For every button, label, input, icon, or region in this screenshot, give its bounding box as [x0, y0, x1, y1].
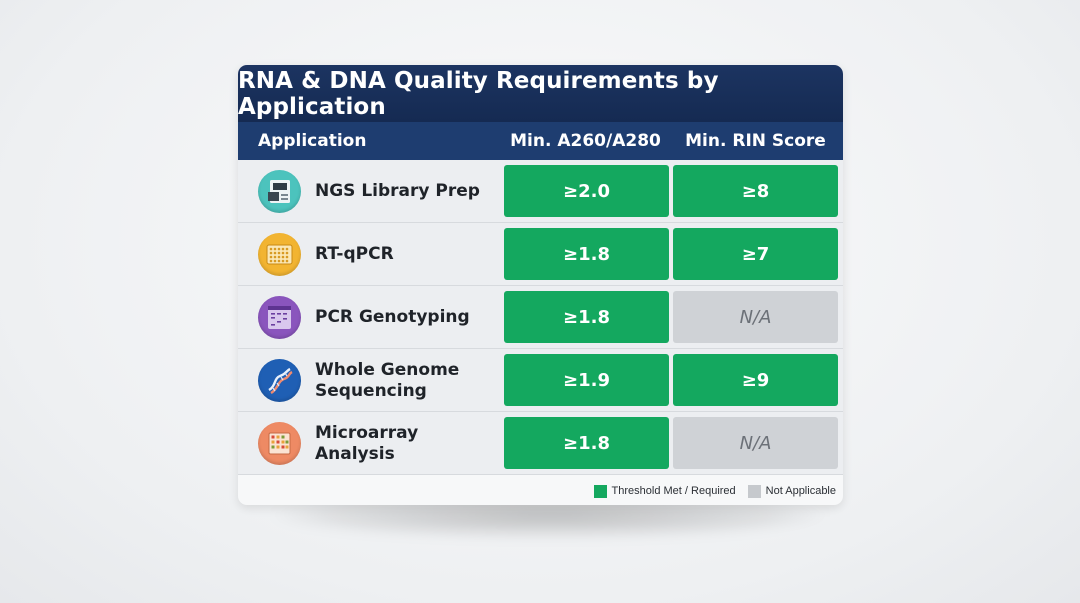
rin-value-cell: ≥8 [673, 165, 838, 217]
legend-label-met: Threshold Met / Required [611, 485, 736, 497]
dna-icon [258, 359, 301, 402]
rin-value-cell: ≥9 [673, 354, 838, 406]
gel-icon [258, 296, 301, 339]
legend-label-na: Not Applicable [765, 485, 836, 497]
a260-value-cell: ≥1.8 [504, 417, 669, 469]
table-row: RT-qPCR ≥1.8 ≥7 [238, 223, 843, 286]
table-row: NGS Library Prep ≥2.0 ≥8 [238, 160, 843, 223]
legend-swatch-na [747, 484, 761, 498]
a260-value-cell: ≥1.8 [504, 291, 669, 343]
requirements-card: RNA & DNA Quality Requirements by Applic… [238, 65, 843, 505]
well-plate-icon [258, 233, 301, 276]
sequencer-icon [258, 170, 301, 213]
title-bar: RNA & DNA Quality Requirements by Applic… [238, 65, 843, 122]
a260-value-cell: ≥2.0 [504, 165, 669, 217]
table-row: Whole Genome Sequencing ≥1.9 ≥9 [238, 349, 843, 412]
row-application-name: NGS Library Prep [315, 181, 480, 201]
microarray-icon [258, 422, 301, 465]
legend: Threshold Met / Required Not Applicable [593, 483, 836, 499]
a260-value-cell: ≥1.8 [504, 228, 669, 280]
rin-value-cell: N/A [673, 417, 838, 469]
rin-value-cell: ≥7 [673, 228, 838, 280]
header-a260-a280: Min. A260/A280 [510, 131, 661, 151]
page-title: RNA & DNA Quality Requirements by Applic… [238, 67, 719, 120]
row-application-name: Microarray Analysis [315, 422, 419, 464]
table-header: Application Min. A260/A280 Min. RIN Scor… [238, 122, 843, 160]
rin-value-cell: N/A [673, 291, 838, 343]
a260-value-cell: ≥1.9 [504, 354, 669, 406]
row-application-name: RT-qPCR [315, 244, 394, 264]
table-row: PCR Genotyping ≥1.8 N/A [238, 286, 843, 349]
legend-swatch-met [593, 484, 607, 498]
row-application-name: Whole Genome Sequencing [315, 359, 460, 401]
header-rin-score: Min. RIN Score [685, 131, 826, 151]
row-application-name: PCR Genotyping [315, 307, 470, 327]
table-row: Microarray Analysis ≥1.8 N/A [238, 412, 843, 475]
header-application: Application [258, 131, 367, 151]
